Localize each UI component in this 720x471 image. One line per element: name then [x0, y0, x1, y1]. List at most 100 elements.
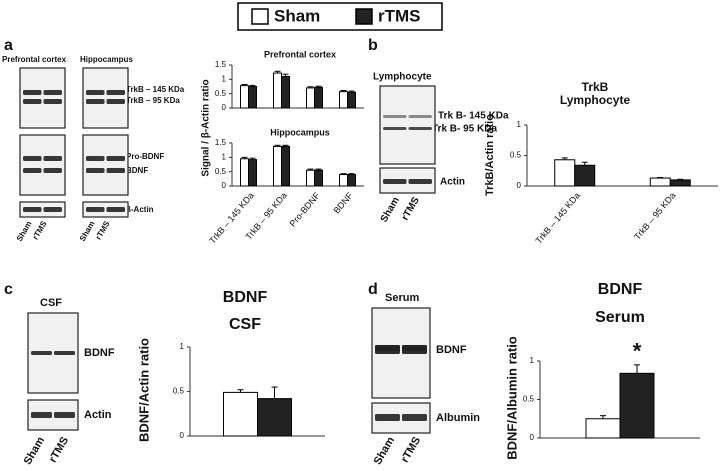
y-tick-label: 0 — [530, 433, 535, 442]
chart-title: BDNF — [598, 281, 643, 298]
blot — [19, 67, 66, 129]
blot-band — [383, 115, 407, 118]
blot-header: Serum — [385, 292, 419, 304]
blot-band — [86, 168, 105, 173]
blot-band — [23, 90, 42, 95]
y-tick-label: 1 — [530, 356, 535, 365]
bar — [314, 169, 323, 187]
bar — [273, 145, 282, 187]
blot-band — [402, 345, 427, 354]
bar — [273, 72, 282, 109]
blot-band — [402, 414, 427, 421]
y-axis-label: BDNF/Actin ratio — [136, 338, 151, 442]
legend-label: Sham — [274, 6, 320, 25]
blot-band — [408, 179, 432, 184]
blot-band — [106, 207, 125, 212]
blot — [82, 67, 129, 129]
lane-label: rTMS — [400, 195, 422, 222]
blot-band — [43, 90, 62, 95]
bar — [257, 398, 292, 437]
bar — [306, 87, 315, 109]
x-tick-label: TrkB – 145 KDa — [533, 190, 582, 245]
blot — [19, 134, 66, 196]
blot — [19, 201, 66, 218]
bar — [339, 174, 348, 187]
chart-subtitle: Serum — [595, 309, 645, 326]
lane-label: rTMS — [47, 435, 71, 465]
y-axis-label: BDNF/Albumin ratio — [504, 336, 519, 460]
y-tick-label: 0 — [517, 181, 522, 190]
blot-band — [43, 168, 62, 173]
bar — [223, 391, 258, 437]
bar — [314, 86, 323, 109]
blot-band — [106, 168, 125, 173]
band-label: BDNF — [436, 344, 467, 356]
blot-band — [106, 90, 125, 95]
chart-title: Prefrontal cortex — [264, 49, 336, 59]
y-tick-label: 0 — [222, 103, 227, 112]
x-tick-label: BDNF — [331, 190, 355, 216]
lane-label: rTMS — [31, 219, 49, 241]
bar — [339, 91, 348, 109]
bar — [585, 418, 621, 439]
blot-band — [408, 115, 432, 118]
blot-band — [43, 99, 62, 104]
chart-title: Hippocampus — [270, 127, 330, 137]
blot-band — [43, 207, 62, 212]
legend-swatch — [251, 8, 269, 25]
annotation: * — [633, 339, 642, 364]
blot-band — [106, 156, 125, 161]
band-label: TrkB – 145 KDa — [126, 85, 185, 94]
y-tick-label: 1 — [517, 120, 522, 129]
panel-label: a — [4, 37, 13, 54]
lane-label: rTMS — [94, 219, 112, 241]
y-tick-label: 0.5 — [173, 387, 185, 396]
legend-swatch — [355, 8, 373, 25]
y-tick-label: 0 — [222, 181, 227, 190]
blot-band — [86, 99, 105, 104]
lane-label: Sham — [22, 435, 47, 467]
lane-label: rTMS — [399, 435, 423, 465]
blot-band — [54, 351, 75, 355]
bar — [240, 85, 249, 109]
blot-header: CSF — [40, 297, 62, 309]
bar — [281, 75, 290, 109]
y-tick-label: 1.5 — [215, 60, 227, 69]
blot — [379, 85, 436, 165]
blot — [82, 201, 129, 218]
blot-band — [43, 156, 62, 161]
blot-band — [31, 412, 52, 418]
blot-band — [86, 90, 105, 95]
lane-label: Sham — [15, 220, 34, 243]
blot-band — [383, 179, 407, 184]
y-tick-label: 0.5 — [510, 151, 522, 160]
blot-band — [23, 99, 42, 104]
blot-band — [23, 168, 42, 173]
band-label: BDNF — [84, 347, 115, 359]
y-tick-label: 0.5 — [523, 395, 535, 404]
bar — [248, 86, 257, 109]
lane-label: Sham — [379, 195, 402, 224]
band-label: TrkB – 95 KDa — [126, 96, 180, 105]
x-tick-label: Pro-BDNF — [288, 190, 323, 229]
blot-header: Lymphocyte — [373, 72, 432, 83]
bar — [649, 177, 671, 187]
y-tick-label: 1 — [222, 152, 227, 161]
bar — [240, 158, 249, 187]
panel-label: d — [368, 281, 378, 298]
bar — [281, 145, 290, 187]
bar — [669, 179, 691, 187]
bar — [619, 372, 655, 439]
blot-band — [408, 127, 432, 130]
chart-subtitle: CSF — [229, 316, 261, 333]
legend-label: rTMS — [378, 6, 421, 25]
panel-label: b — [368, 37, 378, 54]
blot-band — [86, 207, 105, 212]
band-label: Pro-BDNF — [126, 152, 164, 161]
band-label: Albumin — [436, 412, 480, 424]
y-tick-label: 1 — [222, 74, 227, 83]
lane-label: Sham — [372, 435, 397, 467]
blot-band — [375, 345, 400, 354]
blot-band — [383, 127, 407, 130]
